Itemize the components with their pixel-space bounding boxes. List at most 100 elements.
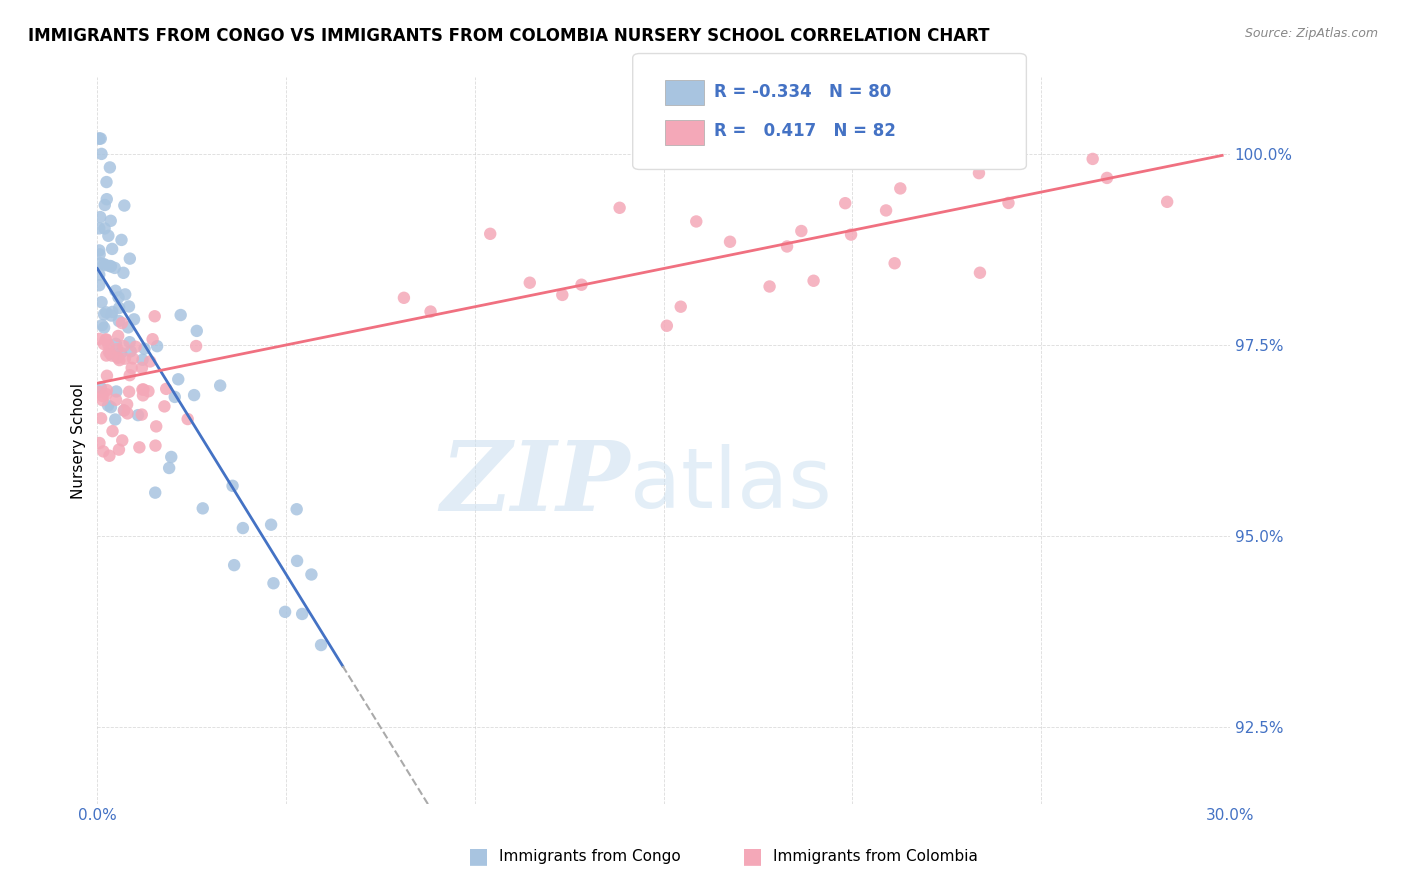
Point: [167, 372, 190, 386]
Point: [685, 214, 707, 228]
Point: [105, 350, 128, 364]
Point: [260, 517, 283, 532]
Point: [392, 291, 415, 305]
Point: [875, 203, 897, 218]
Point: [655, 318, 678, 333]
Point: [100, 260, 122, 274]
Point: [89, 256, 111, 270]
Point: [110, 233, 132, 247]
Point: [143, 310, 166, 324]
Text: R = -0.334   N = 80: R = -0.334 N = 80: [714, 83, 891, 101]
Point: [139, 354, 162, 368]
Point: [977, 136, 1000, 151]
Point: [309, 638, 332, 652]
Point: [183, 388, 205, 402]
Point: [127, 408, 149, 422]
Point: [96, 333, 118, 347]
Point: [609, 201, 631, 215]
Point: [101, 305, 124, 319]
Point: [108, 442, 131, 457]
Point: [121, 360, 143, 375]
Text: ■: ■: [742, 847, 762, 866]
Point: [108, 353, 131, 368]
Point: [839, 227, 862, 242]
Point: [107, 329, 129, 343]
Point: [100, 214, 122, 228]
Point: [111, 434, 134, 448]
Point: [803, 274, 825, 288]
Point: [142, 332, 165, 346]
Point: [105, 342, 128, 356]
Point: [232, 521, 254, 535]
Point: [96, 305, 118, 319]
Point: [94, 198, 117, 212]
Point: [100, 400, 122, 414]
Point: [419, 304, 441, 318]
Point: [107, 351, 129, 365]
Point: [145, 419, 167, 434]
Point: [122, 312, 145, 326]
Point: [1095, 170, 1118, 185]
Point: [104, 412, 127, 426]
Point: [96, 175, 118, 189]
Point: [98, 161, 121, 175]
Point: [669, 300, 692, 314]
Point: [118, 368, 141, 383]
Point: [89, 210, 111, 224]
Point: [132, 388, 155, 402]
Text: ■: ■: [468, 847, 488, 866]
Point: [184, 339, 207, 353]
Point: [479, 227, 502, 241]
Point: [90, 411, 112, 425]
Point: [1081, 152, 1104, 166]
Point: [96, 192, 118, 206]
Point: [89, 221, 111, 235]
Point: [155, 382, 177, 396]
Point: [120, 344, 142, 359]
Text: Immigrants from Colombia: Immigrants from Colombia: [773, 849, 979, 863]
Point: [138, 384, 160, 399]
Point: [89, 247, 111, 261]
Point: [89, 278, 111, 293]
Point: [90, 295, 112, 310]
Point: [114, 351, 136, 366]
Point: [96, 383, 118, 397]
Point: [1156, 194, 1178, 209]
Point: [134, 342, 156, 356]
Point: [105, 392, 128, 407]
Point: [918, 146, 941, 161]
Point: [160, 450, 183, 464]
Point: [131, 383, 153, 397]
Point: [89, 244, 111, 258]
Point: [274, 605, 297, 619]
Point: [96, 387, 118, 401]
Point: [97, 338, 120, 352]
Point: [209, 378, 232, 392]
Point: [131, 352, 153, 367]
Point: [112, 403, 135, 417]
Point: [132, 383, 155, 397]
Point: [118, 335, 141, 350]
Point: [834, 196, 856, 211]
Text: IMMIGRANTS FROM CONGO VS IMMIGRANTS FROM COLOMBIA NURSERY SCHOOL CORRELATION CHA: IMMIGRANTS FROM CONGO VS IMMIGRANTS FROM…: [28, 27, 990, 45]
Point: [89, 332, 111, 346]
Point: [131, 408, 153, 422]
Point: [105, 384, 128, 399]
Point: [299, 567, 322, 582]
Point: [89, 268, 111, 282]
Point: [285, 502, 308, 516]
Point: [91, 444, 114, 458]
Point: [883, 256, 905, 270]
Point: [101, 242, 124, 256]
Point: [718, 235, 741, 249]
Point: [97, 399, 120, 413]
Point: [91, 393, 114, 408]
Point: [118, 300, 141, 314]
Point: [191, 501, 214, 516]
Point: [117, 320, 139, 334]
Point: [163, 390, 186, 404]
Point: [122, 351, 145, 366]
Point: [90, 381, 112, 395]
Point: [969, 266, 991, 280]
Point: [112, 339, 135, 353]
